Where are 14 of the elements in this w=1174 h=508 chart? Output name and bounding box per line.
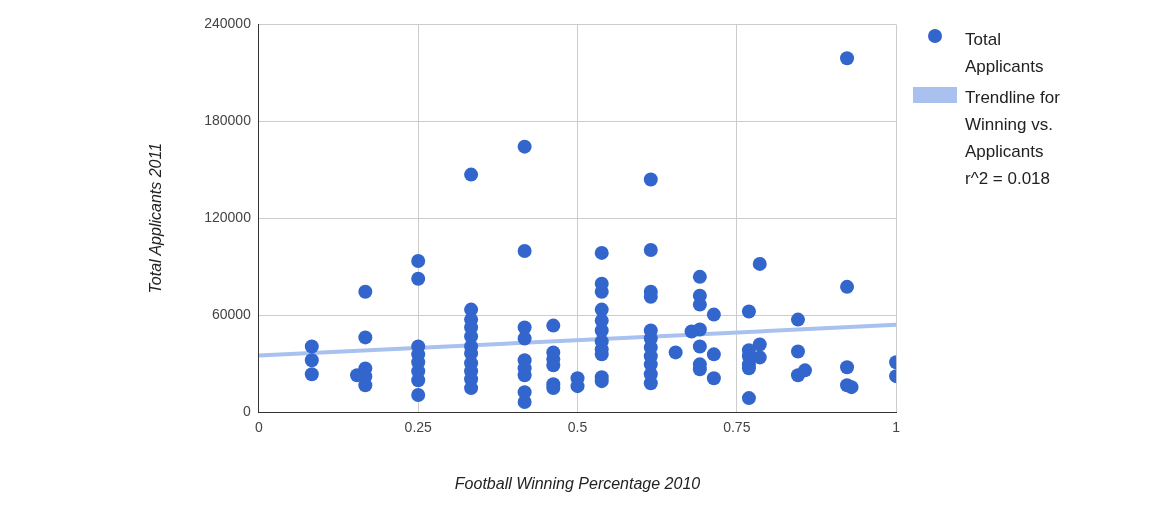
y-tick-label: 240000	[204, 15, 252, 32]
y-tick-label: 120000	[204, 209, 252, 226]
legend-label: Trendline for Winning vs. Applicants r^2 = 0.018	[965, 87, 1060, 190]
x-tick-label: 0.5	[567, 419, 588, 436]
x-tick-label: 0.75	[723, 419, 751, 436]
y-axis-title: Total Applicants 2011	[147, 142, 165, 294]
x-tick-label: 0.25	[404, 419, 433, 436]
x-axis-title: Football Winning Percentage 2010	[454, 474, 701, 492]
y-tick-label: 180000	[204, 112, 252, 129]
legend-label: Total Applicants	[965, 29, 1045, 78]
y-tick-label: 60000	[211, 305, 252, 322]
x-tick-label: 1	[892, 419, 901, 436]
x-tick-label: 0	[255, 419, 264, 436]
y-tick-label: 0	[243, 402, 252, 419]
